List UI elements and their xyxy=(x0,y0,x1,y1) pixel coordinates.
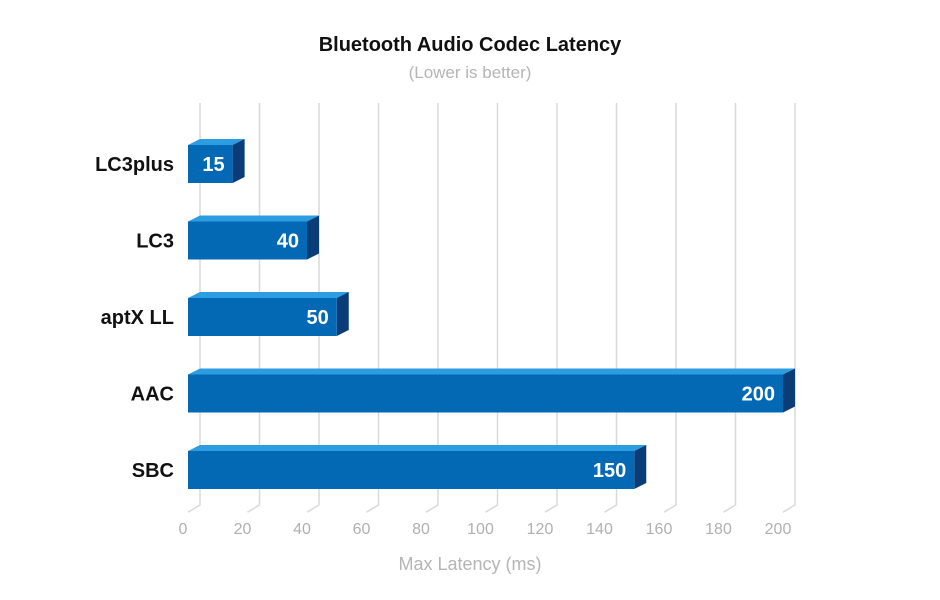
gridline xyxy=(544,103,558,513)
x-tick-label: 40 xyxy=(293,521,311,538)
bar-side-face xyxy=(307,215,319,260)
category-label: AAC xyxy=(131,384,174,406)
bar: 15 xyxy=(188,139,245,183)
bar-top-face xyxy=(188,139,245,145)
gridline xyxy=(485,103,499,513)
x-tick-label: 140 xyxy=(586,521,613,538)
bar-front-face xyxy=(188,145,233,183)
bar-front-face xyxy=(188,451,635,489)
bar-top-face xyxy=(188,445,647,451)
category-label: aptX LL xyxy=(101,307,174,329)
bar-side-face xyxy=(232,139,245,183)
bar: 200 xyxy=(188,368,795,413)
x-tick-labels: 0 20 40 60 80 100 120 140 160 180 200 xyxy=(179,521,792,538)
x-tick-label: 160 xyxy=(646,521,673,538)
bar-front-face xyxy=(188,298,337,336)
chart-title: Bluetooth Audio Codec Latency xyxy=(319,34,622,56)
bar-value-label: 150 xyxy=(593,460,626,482)
x-tick-label: 60 xyxy=(353,521,371,538)
bar-side-face xyxy=(634,445,647,489)
bar: 50 xyxy=(188,292,349,336)
bars: 15 40 50 200 150 xyxy=(188,139,795,489)
x-axis-label: Max Latency (ms) xyxy=(398,554,541,574)
bar-top-face xyxy=(188,292,349,298)
gridline xyxy=(723,103,737,513)
bar-side-face xyxy=(783,368,795,413)
bar-side-face xyxy=(336,292,349,336)
gridline xyxy=(425,103,439,513)
gridline xyxy=(782,103,796,513)
bar-value-label: 15 xyxy=(202,154,224,176)
bar-front-face xyxy=(188,221,307,260)
category-label: SBC xyxy=(132,460,174,482)
category-label: LC3plus xyxy=(95,154,174,176)
x-tick-label: 0 xyxy=(179,521,188,538)
x-tick-label: 180 xyxy=(705,521,732,538)
chart-subtitle: (Lower is better) xyxy=(409,63,532,82)
gridline xyxy=(663,103,677,513)
gridline xyxy=(604,103,618,513)
category-labels: LC3plus LC3 aptX LL AAC SBC xyxy=(95,154,174,482)
bar-top-face xyxy=(188,215,319,222)
bar-value-label: 200 xyxy=(742,384,775,406)
x-tick-label: 100 xyxy=(467,521,494,538)
bar-top-face xyxy=(188,368,795,375)
gridline xyxy=(366,103,380,513)
bar-value-label: 40 xyxy=(277,231,299,253)
x-tick-label: 120 xyxy=(527,521,554,538)
bar-value-label: 50 xyxy=(307,307,329,329)
x-tick-label: 80 xyxy=(412,521,430,538)
bar: 150 xyxy=(188,445,647,489)
bar: 40 xyxy=(188,215,319,260)
x-tick-label: 200 xyxy=(765,521,792,538)
bar-front-face xyxy=(188,374,783,413)
x-tick-label: 20 xyxy=(234,521,252,538)
category-label: LC3 xyxy=(136,231,174,253)
